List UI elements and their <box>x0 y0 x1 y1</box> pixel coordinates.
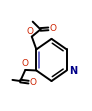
Text: O: O <box>30 78 37 87</box>
Text: O: O <box>26 27 33 36</box>
Text: O: O <box>21 59 28 68</box>
Text: N: N <box>69 66 77 76</box>
Text: O: O <box>49 24 56 33</box>
